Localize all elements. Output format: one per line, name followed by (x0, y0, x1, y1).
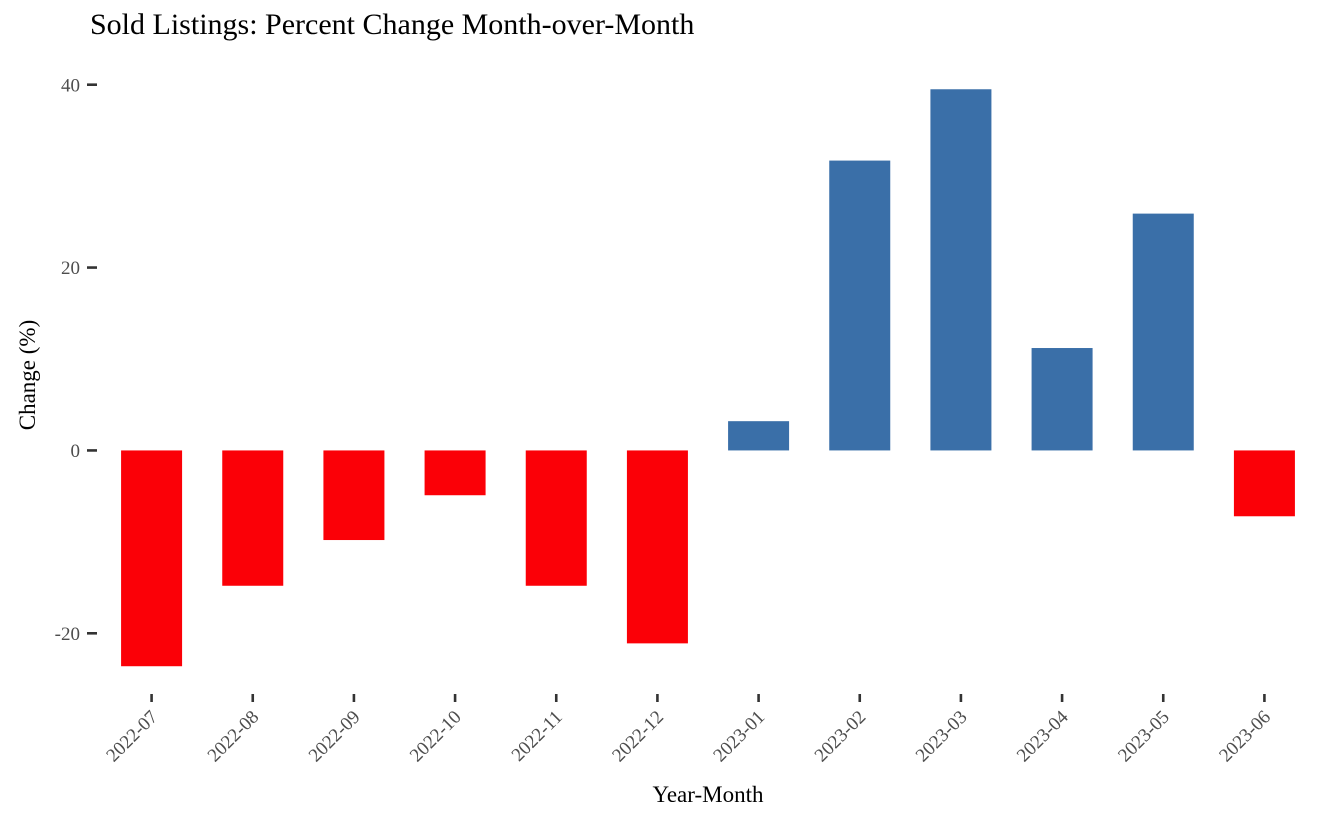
y-tick-label: 20 (61, 258, 80, 279)
bar-2023-01 (728, 421, 790, 451)
y-tick-label: 40 (61, 75, 80, 96)
bar-2022-10 (424, 450, 486, 496)
bar-2023-05 (1132, 213, 1194, 451)
x-tick-label: 2023-04 (1013, 706, 1073, 766)
bar-2022-08 (222, 450, 284, 586)
x-tick-label: 2022-09 (305, 707, 365, 767)
bar-2022-12 (626, 450, 688, 644)
y-tick-label: 0 (71, 441, 81, 462)
x-tick-label: 2023-05 (1114, 707, 1174, 767)
x-tick-label: 2022-10 (406, 707, 466, 767)
bar-2022-09 (323, 450, 385, 541)
bar-2022-07 (121, 450, 183, 667)
x-tick-label: 2022-07 (102, 707, 162, 767)
y-tick-label: -20 (55, 624, 80, 645)
x-tick-label: 2023-06 (1215, 707, 1275, 767)
x-tick-label: 2022-11 (508, 707, 567, 766)
x-tick-label: 2022-12 (608, 707, 668, 767)
x-tick-label: 2022-08 (204, 707, 264, 767)
x-axis-title: Year-Month (652, 782, 764, 807)
bar-2023-04 (1031, 348, 1093, 451)
x-tick-label: 2023-03 (912, 707, 972, 767)
chart-title: Sold Listings: Percent Change Month-over… (90, 8, 695, 41)
x-tick-label: 2023-01 (709, 707, 769, 767)
bar-2022-11 (525, 450, 587, 586)
x-tick-label: 2023-02 (811, 707, 871, 767)
bar-2023-06 (1233, 450, 1295, 517)
bar-2023-03 (930, 89, 992, 451)
bar-2023-02 (829, 160, 891, 451)
